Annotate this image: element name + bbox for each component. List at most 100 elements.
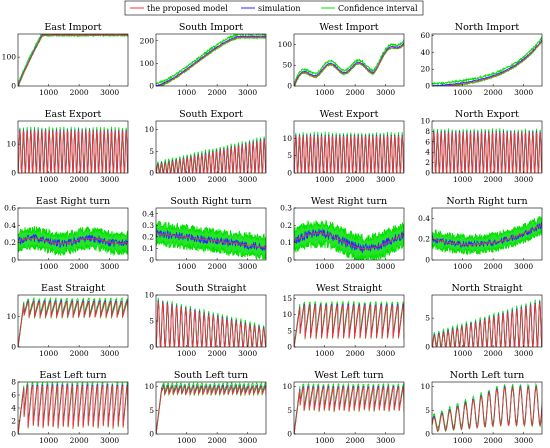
y-tick-label: 5 — [425, 406, 430, 415]
x-tick-label: 2000 — [208, 262, 227, 271]
simulation-line — [156, 228, 266, 251]
subplot-title: North Export — [455, 109, 519, 120]
x-tick-label: 3000 — [376, 436, 395, 445]
subplot-title: South Right turn — [170, 196, 251, 207]
x-tick-label: 2000 — [70, 262, 89, 271]
y-tick-label: 10 — [6, 140, 16, 149]
x-tick-label: 3000 — [238, 436, 257, 445]
model-line — [18, 385, 128, 434]
y-tick-label: 10 — [144, 125, 154, 134]
subplot-title: East Import — [44, 22, 101, 33]
y-tick-label: 0.2 — [142, 232, 154, 241]
y-tick-label: 10 — [282, 382, 292, 391]
y-tick-label: 100 — [2, 53, 17, 62]
y-tick-label: 10 — [282, 134, 292, 143]
x-tick-label: 1000 — [39, 349, 58, 358]
y-tick-label: 0.4 — [142, 209, 154, 218]
model-line — [156, 386, 266, 434]
subplot-title: North Straight — [451, 283, 522, 294]
x-tick-label: 3000 — [100, 262, 119, 271]
subplot-title: South Straight — [176, 283, 247, 294]
subplot: North Left turn 1000 2000 3000 0 5 10 — [420, 370, 543, 445]
y-tick-label: 8 — [425, 127, 430, 136]
y-tick-label: 10 — [420, 117, 430, 126]
subplot-title: East Right turn — [36, 196, 110, 207]
y-tick-label: 200 — [140, 36, 155, 45]
ci-lower-line — [294, 43, 404, 86]
ci-lower-line — [18, 34, 128, 86]
y-tick-label: 5 — [287, 151, 292, 160]
ci-lower-line — [156, 239, 266, 260]
subplot: South Export 1000 2000 3000 0 5 10 — [144, 109, 267, 184]
subplot-title: South Import — [179, 22, 243, 33]
x-tick-label: 1000 — [453, 88, 472, 97]
simulation-line — [432, 222, 542, 249]
x-tick-label: 3000 — [376, 88, 395, 97]
x-tick-label: 3000 — [514, 262, 533, 271]
model-line — [156, 233, 266, 248]
subplot: West Left turn 1000 2000 3000 0 5 10 — [282, 370, 405, 445]
y-tick-label: 10 — [6, 312, 16, 321]
y-tick-label: 0 — [149, 169, 154, 178]
subplot-title: East Straight — [41, 283, 105, 294]
simulation-line — [18, 34, 128, 86]
y-tick-label: 0.2 — [418, 235, 430, 244]
simulation-line — [18, 234, 128, 249]
y-tick-label: 8 — [11, 378, 16, 387]
x-tick-label: 2000 — [208, 349, 227, 358]
x-tick-label: 2000 — [484, 175, 503, 184]
legend: the proposed model simulation Confidence i… — [124, 0, 424, 16]
x-tick-label: 1000 — [177, 88, 196, 97]
axes-box — [293, 33, 405, 87]
x-tick-label: 3000 — [238, 349, 257, 358]
simulation-line — [432, 39, 542, 86]
model-line — [432, 302, 542, 347]
axes-box — [293, 381, 405, 435]
simulation-line — [156, 34, 266, 86]
y-tick-label: 4 — [425, 148, 430, 157]
x-tick-label: 2000 — [70, 349, 89, 358]
y-tick-label: 50 — [282, 61, 292, 70]
axes-box — [431, 294, 543, 348]
axes-box — [293, 120, 405, 174]
x-tick-label: 1000 — [39, 436, 58, 445]
y-tick-label: 0 — [11, 169, 16, 178]
y-tick-label: 5 — [149, 147, 154, 156]
y-tick-label: 5 — [149, 317, 154, 326]
y-tick-label: 10 — [144, 382, 154, 391]
legend-label: simulation — [258, 4, 300, 13]
x-tick-label: 3000 — [376, 175, 395, 184]
x-tick-label: 1000 — [315, 436, 334, 445]
subplot: North Right turn 1000 2000 3000 0 0.2 0.4 — [418, 196, 543, 271]
ci-upper-line — [294, 219, 404, 243]
y-tick-label: 0 — [287, 430, 292, 439]
y-tick-label: 100 — [278, 40, 293, 49]
subplot-title: North Left turn — [450, 370, 524, 381]
y-tick-label: 10 — [420, 382, 430, 391]
y-tick-label: 0 — [149, 430, 154, 439]
x-tick-label: 2000 — [70, 436, 89, 445]
ci-lower-line — [436, 40, 542, 86]
x-tick-label: 3000 — [514, 349, 533, 358]
subplot: East Right turn 1000 2000 3000 0 0.2 0.4 0.6 — [4, 196, 129, 271]
ci-lower-line — [294, 240, 404, 260]
subplot-title: South Left turn — [174, 370, 248, 381]
axes-box — [17, 294, 129, 348]
x-tick-label: 1000 — [177, 262, 196, 271]
y-tick-label: 0 — [287, 82, 292, 91]
subplot: South Right turn 1000 2000 3000 0 0.1 0.2 0.3 0.… — [142, 196, 267, 271]
legend-box — [124, 0, 424, 16]
subplot-title: West Left turn — [314, 370, 383, 381]
subplot: West Straight 1000 2000 3000 0 5 10 15 — [282, 283, 405, 358]
x-tick-label: 2000 — [346, 436, 365, 445]
y-tick-label: 0 — [11, 343, 16, 352]
x-tick-label: 2000 — [70, 88, 89, 97]
x-tick-label: 3000 — [514, 88, 533, 97]
x-tick-label: 3000 — [514, 175, 533, 184]
y-tick-label: 20 — [420, 65, 430, 74]
model-line — [294, 232, 404, 249]
x-tick-label: 3000 — [100, 349, 119, 358]
